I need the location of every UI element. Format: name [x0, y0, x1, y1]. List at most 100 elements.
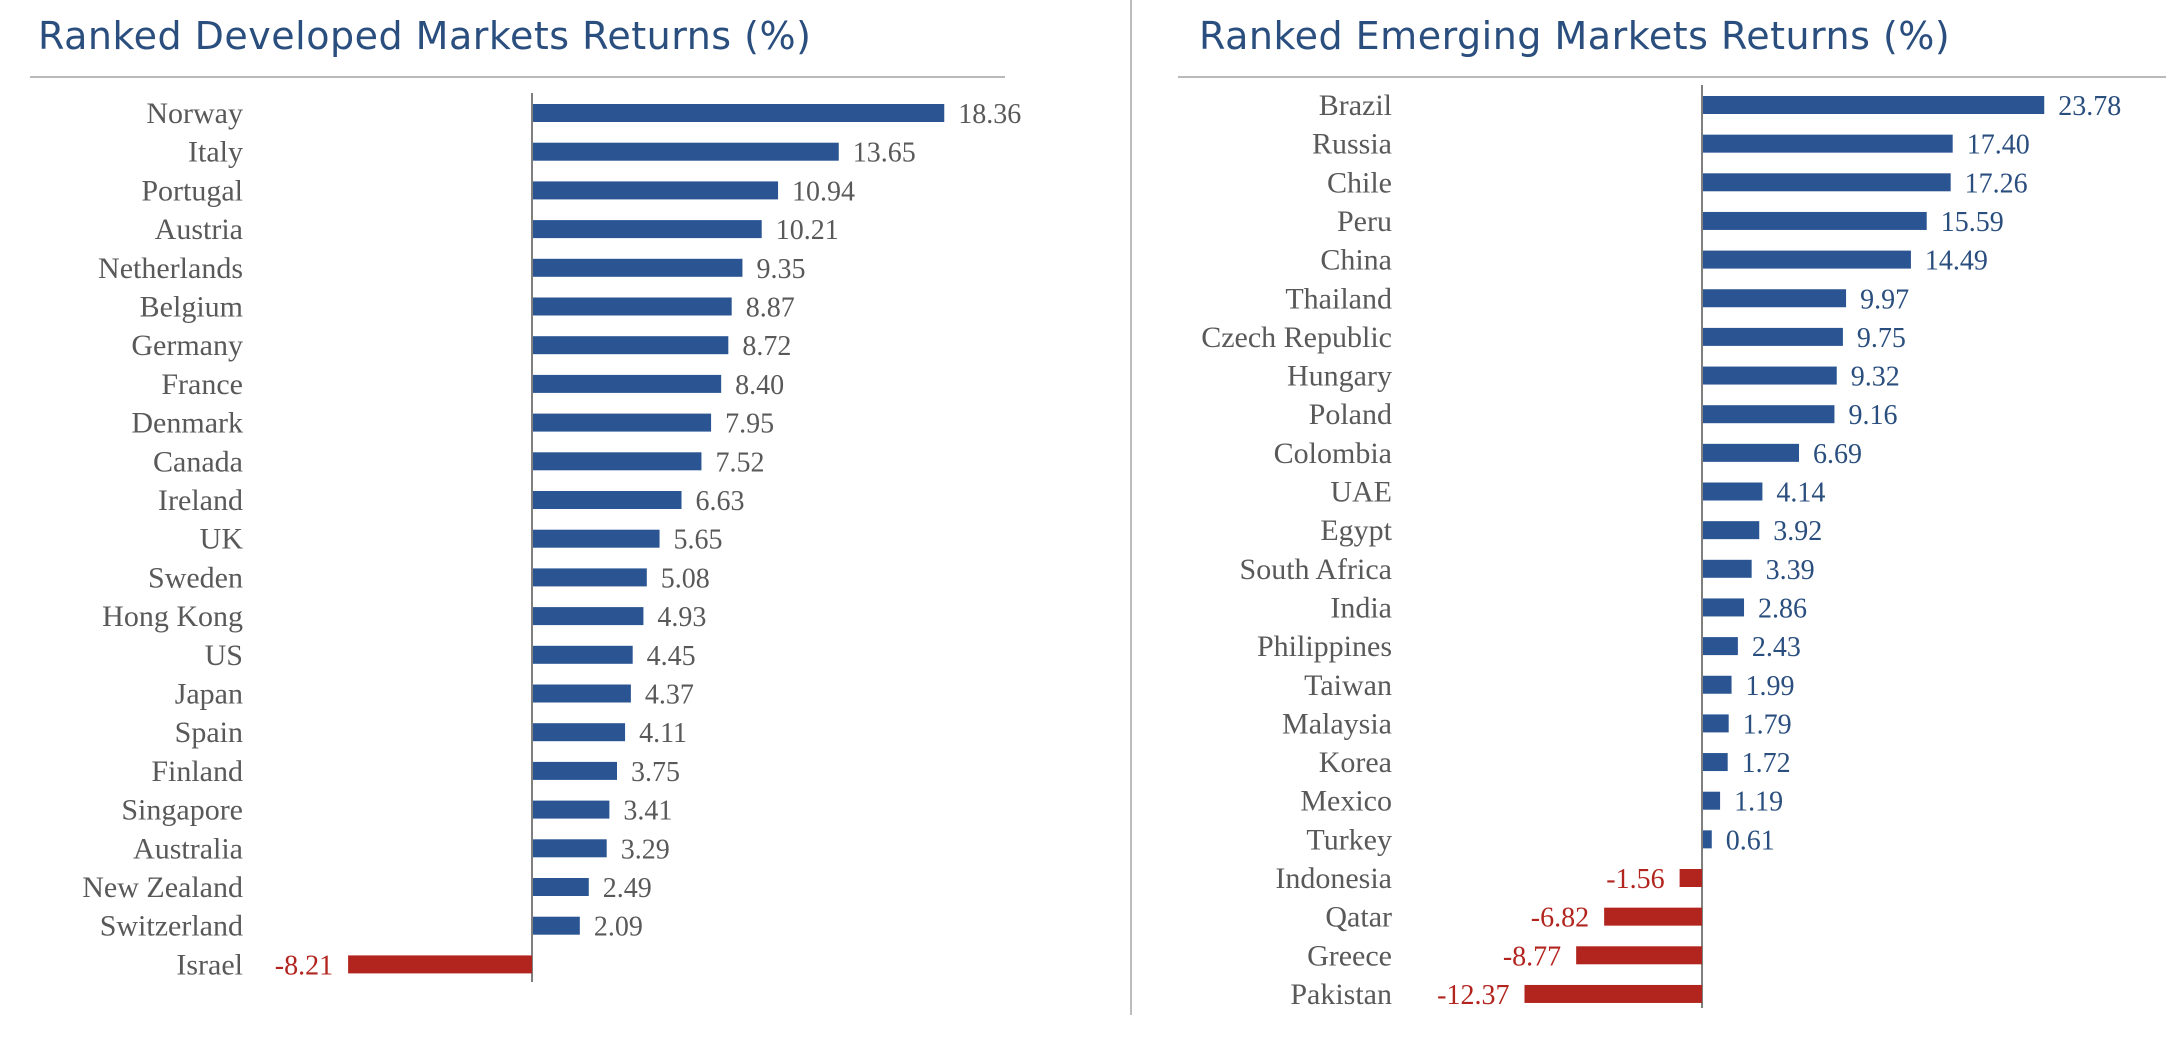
developed-value-label-finland: 3.75 — [631, 757, 680, 788]
emerging-bar-peru — [1703, 211, 1927, 230]
emerging-value-label-colombia: 6.69 — [1813, 439, 1862, 470]
developed-category-label-italy: Italy — [188, 136, 243, 169]
emerging-bar-pakistan — [1524, 984, 1702, 1003]
emerging-chart-title: Ranked Emerging Markets Returns (%) — [1199, 14, 1951, 58]
emerging-category-label-brazil: Brazil — [1319, 89, 1392, 122]
emerging-value-label-turkey: 0.61 — [1726, 825, 1775, 856]
emerging-bar-russia — [1703, 134, 1953, 153]
emerging-value-label-uae: 4.14 — [1776, 478, 1825, 509]
developed-value-label-singapore: 3.41 — [623, 796, 672, 827]
developed-category-label-netherlands: Netherlands — [98, 252, 243, 285]
emerging-title-rule — [1178, 76, 2166, 78]
emerging-bar-thailand — [1703, 289, 1847, 308]
developed-bar-norway — [533, 104, 945, 122]
developed-value-label-hong-kong: 4.93 — [657, 602, 706, 633]
emerging-bar-indonesia — [1679, 869, 1702, 887]
developed-bar-singapore — [533, 800, 610, 819]
emerging-value-label-russia: 17.40 — [1967, 130, 2030, 161]
developed-value-label-ireland: 6.63 — [696, 486, 745, 517]
emerging-value-label-hungary: 9.32 — [1851, 362, 1900, 393]
emerging-markets-panel: Ranked Emerging Markets Returns (%) Braz… — [1130, 0, 2166, 1042]
emerging-bar-korea — [1703, 753, 1728, 772]
developed-category-label-singapore: Singapore — [121, 794, 243, 827]
developed-value-label-japan: 4.37 — [645, 680, 694, 711]
developed-category-label-ireland: Ireland — [158, 484, 243, 517]
developed-bar-belgium — [533, 297, 732, 316]
developed-category-label-australia: Australia — [133, 832, 243, 865]
emerging-bar-chile — [1703, 173, 1951, 192]
emerging-bar-taiwan — [1703, 675, 1732, 694]
developed-category-label-new-zealand: New Zealand — [82, 871, 243, 904]
developed-bar-austria — [533, 220, 762, 239]
developed-category-label-us: US — [205, 639, 243, 672]
emerging-value-label-mexico: 1.19 — [1734, 787, 1783, 818]
developed-bar-australia — [533, 839, 607, 858]
developed-bar-sweden — [533, 568, 647, 587]
emerging-value-label-india: 2.86 — [1758, 593, 1807, 624]
developed-category-label-germany: Germany — [131, 329, 243, 362]
emerging-category-label-uae: UAE — [1330, 476, 1392, 509]
emerging-category-label-greece: Greece — [1307, 939, 1392, 972]
emerging-markets-chart: Brazil 23.78 Russia 17.40 Chile 17.26 Peru 15.5… — [1201, 85, 2121, 1011]
developed-bar-japan — [533, 684, 631, 703]
emerging-category-label-taiwan: Taiwan — [1304, 669, 1392, 702]
emerging-category-label-poland: Poland — [1309, 398, 1392, 431]
developed-bar-switzerland — [533, 916, 580, 935]
emerging-category-label-south-africa: South Africa — [1240, 553, 1392, 586]
emerging-value-label-peru: 15.59 — [1941, 207, 2004, 238]
emerging-value-label-south-africa: 3.39 — [1766, 555, 1815, 586]
emerging-value-label-taiwan: 1.99 — [1746, 671, 1795, 702]
developed-category-label-portugal: Portugal — [141, 174, 243, 207]
developed-bar-ireland — [533, 491, 682, 509]
emerging-bar-turkey — [1703, 830, 1712, 849]
developed-bar-us — [533, 645, 633, 664]
emerging-category-label-malaysia: Malaysia — [1282, 707, 1392, 740]
emerging-category-label-indonesia: Indonesia — [1275, 862, 1392, 895]
emerging-bar-philippines — [1703, 637, 1738, 656]
emerging-category-label-colombia: Colombia — [1274, 437, 1392, 470]
emerging-value-label-qatar: -6.82 — [1531, 903, 1589, 934]
panel-divider — [1130, 0, 1132, 1015]
developed-category-label-austria: Austria — [155, 213, 243, 246]
emerging-category-label-philippines: Philippines — [1257, 630, 1392, 663]
developed-bar-italy — [533, 142, 839, 161]
developed-category-label-japan: Japan — [175, 678, 243, 711]
developed-value-label-us: 4.45 — [647, 641, 696, 672]
emerging-category-label-korea: Korea — [1319, 746, 1392, 779]
emerging-value-label-thailand: 9.97 — [1860, 284, 1909, 315]
emerging-bar-china — [1703, 250, 1911, 269]
emerging-bar-poland — [1703, 405, 1835, 424]
emerging-category-label-chile: Chile — [1327, 166, 1392, 199]
developed-value-label-portugal: 10.94 — [792, 176, 855, 207]
emerging-category-label-hungary: Hungary — [1287, 360, 1392, 393]
developed-bar-portugal — [533, 181, 779, 200]
emerging-category-label-turkey: Turkey — [1306, 823, 1392, 856]
developed-value-label-austria: 10.21 — [776, 215, 839, 246]
emerging-value-label-egypt: 3.92 — [1773, 516, 1822, 547]
emerging-bar-india — [1703, 598, 1745, 617]
emerging-value-label-czech-republic: 9.75 — [1857, 323, 1906, 354]
developed-bar-canada — [533, 452, 702, 471]
emerging-bar-colombia — [1703, 443, 1800, 462]
emerging-category-label-india: India — [1330, 591, 1392, 624]
developed-category-label-uk: UK — [200, 523, 244, 556]
developed-bar-germany — [533, 336, 729, 355]
developed-value-label-germany: 8.72 — [742, 331, 791, 362]
emerging-category-label-peru: Peru — [1337, 205, 1392, 238]
emerging-bar-czech-republic — [1703, 327, 1843, 346]
developed-chart-title: Ranked Developed Markets Returns (%) — [38, 14, 812, 58]
developed-value-label-switzerland: 2.09 — [594, 912, 643, 943]
developed-category-label-canada: Canada — [153, 445, 243, 478]
developed-value-label-italy: 13.65 — [853, 138, 916, 169]
developed-category-label-hong-kong: Hong Kong — [102, 600, 243, 633]
developed-bar-france — [533, 374, 722, 393]
emerging-value-label-philippines: 2.43 — [1752, 632, 1801, 663]
emerging-bar-malaysia — [1703, 714, 1729, 733]
developed-value-label-norway: 18.36 — [958, 99, 1021, 130]
developed-markets-chart: Norway 18.36 Italy 13.65 Portugal 10.94 Austri… — [82, 93, 1021, 982]
emerging-category-label-pakistan: Pakistan — [1290, 978, 1392, 1011]
developed-value-label-australia: 3.29 — [621, 834, 670, 865]
developed-value-label-netherlands: 9.35 — [756, 254, 805, 285]
emerging-category-label-thailand: Thailand — [1285, 282, 1392, 315]
developed-category-label-finland: Finland — [151, 755, 243, 788]
